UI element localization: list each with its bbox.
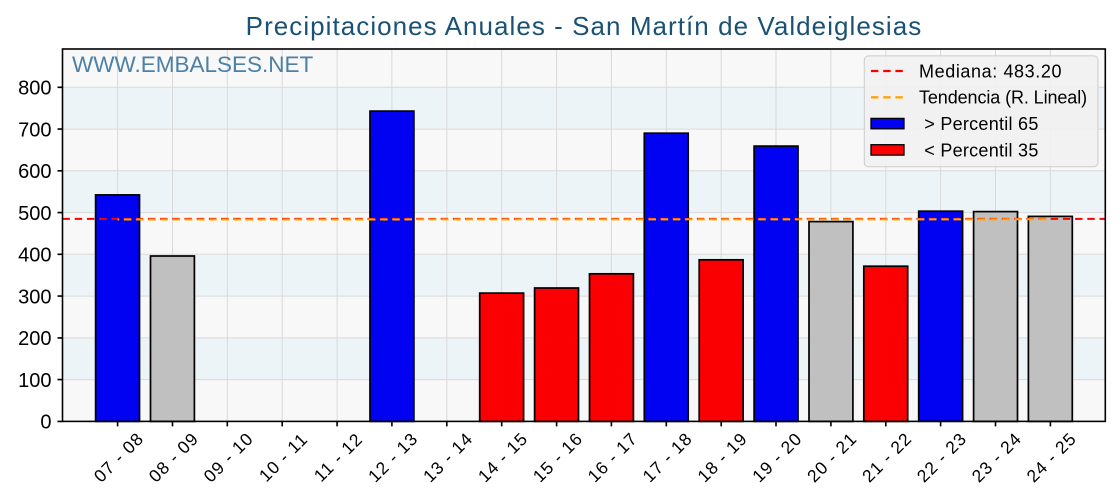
svg-text:600: 600 [18,161,51,183]
svg-text:300: 300 [18,286,51,308]
svg-text:400: 400 [18,245,51,267]
svg-text:Tendencia (R. Lineal): Tendencia (R. Lineal) [919,88,1087,108]
svg-text:800: 800 [18,78,51,100]
svg-text:< Percentil 35: < Percentil 35 [919,140,1039,160]
svg-text:Mediana: 483.20: Mediana: 483.20 [919,61,1062,81]
svg-text:700: 700 [18,119,51,141]
svg-text:WWW.EMBALSES.NET: WWW.EMBALSES.NET [72,52,314,77]
svg-text:500: 500 [18,203,51,225]
svg-text:0: 0 [40,412,51,434]
svg-text:Precipitaciones Anuales - San: Precipitaciones Anuales - San Martín de … [246,11,923,41]
svg-text:200: 200 [18,328,51,350]
svg-text:> Percentil 65: > Percentil 65 [919,114,1039,134]
svg-text:100: 100 [18,370,51,392]
